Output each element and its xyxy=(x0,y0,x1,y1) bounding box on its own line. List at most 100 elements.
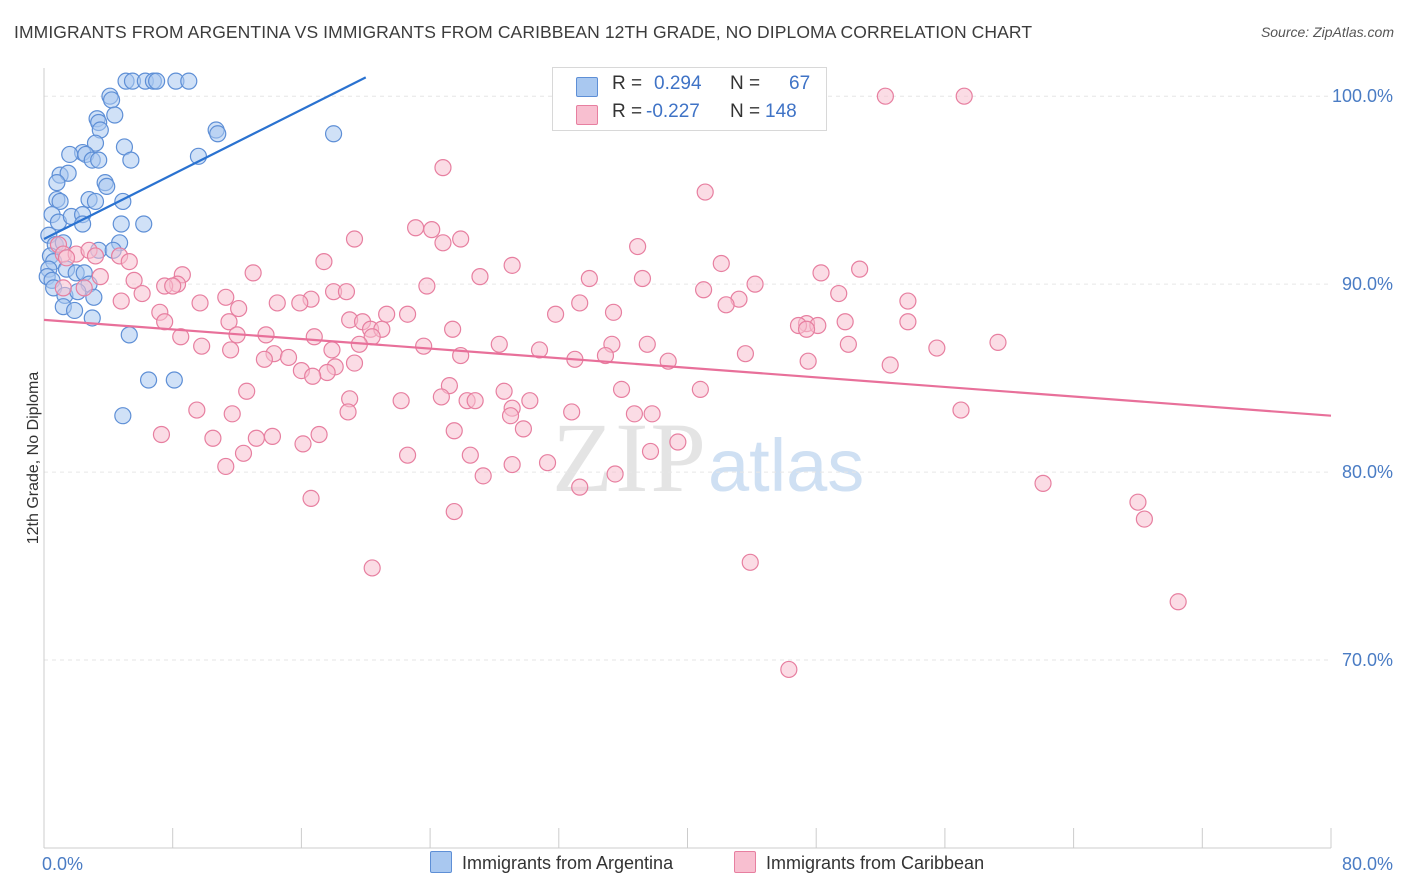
caribbean-point xyxy=(57,249,76,267)
argentina-point xyxy=(90,151,108,169)
caribbean-point xyxy=(606,465,624,483)
caribbean-point xyxy=(304,367,322,385)
legend-r-value: 0.294 xyxy=(654,73,702,94)
caribbean-point xyxy=(490,335,508,353)
caribbean-point xyxy=(294,435,312,453)
argentina-point xyxy=(165,371,183,389)
legend-swatch-argentina xyxy=(576,77,598,97)
argentina-point xyxy=(180,72,198,90)
caribbean-point xyxy=(546,305,565,323)
caribbean-point xyxy=(423,221,441,239)
trend-lines xyxy=(43,76,1332,417)
bottom-legend-argentina: Immigrants from Argentina xyxy=(430,851,673,874)
caribbean-point xyxy=(204,429,222,447)
caribbean-point xyxy=(112,292,130,310)
chart-title: IMMIGRANTS FROM ARGENTINA VS IMMIGRANTS … xyxy=(14,22,1033,42)
caribbean-point xyxy=(669,433,687,451)
argentina-point xyxy=(74,215,92,233)
caribbean-point xyxy=(86,247,105,265)
caribbean-point xyxy=(415,337,433,355)
caribbean-point xyxy=(571,294,589,312)
caribbean-point xyxy=(217,457,235,476)
caribbean-point xyxy=(580,269,598,288)
legend-n-label: N = xyxy=(730,73,761,94)
caribbean-point xyxy=(220,313,238,331)
argentina-point xyxy=(324,125,343,143)
caribbean-point xyxy=(780,660,798,679)
caribbean-point xyxy=(612,380,631,398)
caribbean-point xyxy=(604,303,623,321)
caribbean-point xyxy=(125,271,143,289)
caribbean-point xyxy=(461,446,479,464)
caribbean-point xyxy=(503,455,521,474)
caribbean-point xyxy=(54,279,72,297)
caribbean-point xyxy=(638,335,656,353)
argentina-point xyxy=(106,106,124,124)
legend-n-value: 67 xyxy=(789,73,811,94)
caribbean-point xyxy=(255,350,273,368)
caribbean-point xyxy=(445,502,463,521)
caribbean-point xyxy=(471,268,489,286)
caribbean-point xyxy=(839,335,857,353)
caribbean-point xyxy=(398,305,417,323)
legend-n-value: 148 xyxy=(765,101,797,122)
bottom-legend-caribbean: Immigrants from Caribbean xyxy=(734,851,984,874)
caribbean-point xyxy=(323,341,341,359)
caribbean-point xyxy=(830,284,848,303)
argentina-point xyxy=(48,174,66,192)
caribbean-point xyxy=(629,237,647,256)
bottom-legend-swatch-caribbean xyxy=(734,851,756,873)
bottom-legend-swatch-argentina xyxy=(430,851,452,873)
caribbean-point xyxy=(876,87,894,105)
caribbean-point xyxy=(291,294,309,312)
caribbean-point xyxy=(315,252,333,271)
caribbean-point xyxy=(521,392,539,410)
caribbean-point xyxy=(1169,593,1187,611)
axis-labels: 100.0% 90.0% 80.0% 70.0% 0.0% 80.0% 12th Grade… xyxy=(25,86,1393,874)
source-credit: Source: ZipAtlas.com xyxy=(1260,24,1394,40)
y-tick-label: 90.0% xyxy=(1342,274,1393,294)
caribbean-point xyxy=(398,446,417,464)
caribbean-point xyxy=(495,382,513,400)
caribbean-point xyxy=(596,346,615,365)
caribbean-point xyxy=(694,281,713,299)
caribbean-point xyxy=(217,288,235,306)
caribbean-point xyxy=(691,380,709,398)
y-tick-label: 80.0% xyxy=(1342,462,1393,482)
caribbean-point xyxy=(736,345,755,363)
caribbean-point xyxy=(741,553,759,571)
argentina-point xyxy=(83,309,101,327)
caribbean-point xyxy=(571,478,589,496)
caribbean-point xyxy=(434,159,452,177)
argentina-point xyxy=(65,301,84,320)
caribbean-point xyxy=(223,405,241,423)
caribbean-point xyxy=(445,422,463,440)
argentina-point xyxy=(114,407,132,425)
caribbean-point xyxy=(1135,510,1153,528)
caribbean-point xyxy=(501,407,520,425)
caribbean-point xyxy=(538,454,557,472)
caribbean-point xyxy=(881,356,899,374)
y-tick-label: 70.0% xyxy=(1342,650,1393,670)
argentina-point xyxy=(209,125,227,143)
y-axis-title: 12th Grade, No Diploma xyxy=(25,372,42,545)
caribbean-point xyxy=(310,425,328,444)
watermark-atlas: atlas xyxy=(708,424,865,507)
caribbean-point xyxy=(75,279,93,297)
caribbean-point xyxy=(268,294,286,312)
argentina-point xyxy=(120,326,138,344)
caribbean-point xyxy=(1129,493,1147,511)
caribbean-point xyxy=(712,254,730,273)
caribbean-point xyxy=(1034,474,1052,492)
legend-r-value: -0.227 xyxy=(646,101,700,122)
caribbean-point xyxy=(836,313,854,331)
argentina-point xyxy=(148,72,166,90)
x-tick-label: 80.0% xyxy=(1342,854,1393,874)
argentina-trend-line xyxy=(43,76,367,241)
caribbean-point xyxy=(91,268,109,286)
caribbean-point xyxy=(503,256,521,274)
argentina-point xyxy=(59,164,77,182)
caribbean-point xyxy=(418,277,436,295)
caribbean-point xyxy=(643,405,661,423)
caribbean-points xyxy=(49,87,1187,679)
